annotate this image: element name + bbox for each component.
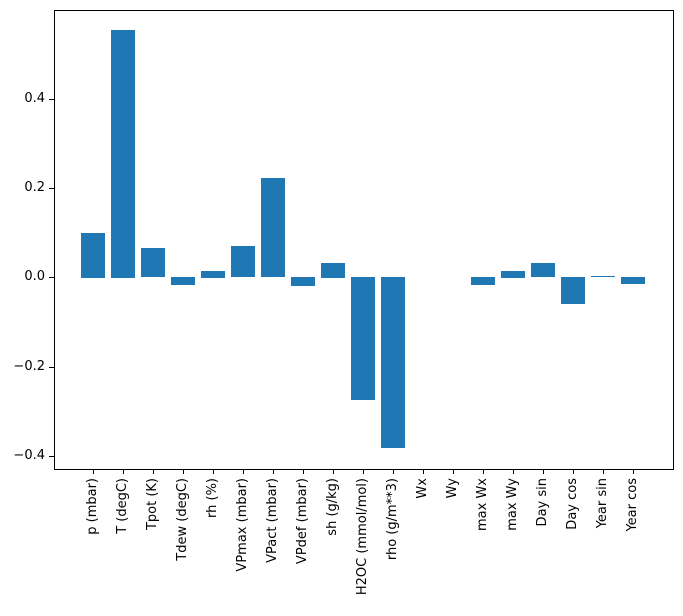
y-tick-label: 0.2: [24, 180, 45, 195]
x-tick-mark: [303, 469, 304, 474]
bar: [501, 271, 525, 278]
x-tick-mark: [573, 469, 574, 474]
x-tick-label: Tdew (degC): [175, 478, 190, 561]
x-tick-label: Wy: [445, 478, 460, 499]
bar: [321, 263, 345, 278]
bar: [111, 30, 135, 278]
x-tick-label: VPact (mbar): [265, 478, 280, 563]
x-tick-label: sh (g/kg): [325, 478, 340, 536]
x-tick-label: Tpot (K): [145, 478, 160, 531]
bar: [291, 277, 315, 286]
y-tick-mark: [49, 188, 54, 189]
x-tick-label: H2OC (mmol/mol): [355, 478, 370, 596]
x-tick-label: T (degC): [115, 478, 130, 534]
x-tick-mark: [273, 469, 274, 474]
plot-area: [54, 10, 674, 470]
x-tick-mark: [243, 469, 244, 474]
x-tick-mark: [93, 469, 94, 474]
x-tick-mark: [633, 469, 634, 474]
bar: [591, 276, 615, 277]
x-tick-mark: [513, 469, 514, 474]
x-tick-label: Year cos: [625, 478, 640, 532]
x-tick-mark: [183, 469, 184, 474]
bar: [621, 277, 645, 284]
y-tick-mark: [49, 99, 54, 100]
y-tick-mark: [49, 277, 54, 278]
x-tick-mark: [393, 469, 394, 474]
x-tick-label: Day cos: [565, 478, 580, 530]
x-tick-label: Day sin: [535, 478, 550, 527]
x-tick-label: VPdef (mbar): [295, 478, 310, 565]
bar: [201, 271, 225, 278]
bar: [561, 277, 585, 304]
x-tick-mark: [603, 469, 604, 474]
x-tick-mark: [423, 469, 424, 474]
x-tick-mark: [363, 469, 364, 474]
y-tick-label: 0.0: [24, 269, 45, 284]
x-tick-label: Wx: [415, 478, 430, 499]
bar: [381, 277, 405, 448]
bar: [261, 178, 285, 277]
y-tick-mark: [49, 367, 54, 368]
x-tick-mark: [333, 469, 334, 474]
y-tick-label: −0.2: [13, 359, 45, 374]
x-tick-mark: [453, 469, 454, 474]
x-tick-label: max Wx: [475, 478, 490, 532]
bar: [471, 277, 495, 285]
x-tick-mark: [543, 469, 544, 474]
x-tick-mark: [483, 469, 484, 474]
x-tick-label: VPmax (mbar): [235, 478, 250, 572]
x-tick-mark: [153, 469, 154, 474]
y-tick-label: −0.4: [13, 448, 45, 463]
x-tick-label: rh (%): [205, 478, 220, 518]
x-tick-mark: [123, 469, 124, 474]
bar: [231, 246, 255, 277]
x-tick-mark: [213, 469, 214, 474]
x-tick-label: Year sin: [595, 478, 610, 529]
bar: [531, 263, 555, 277]
y-tick-label: 0.4: [24, 91, 45, 106]
bar: [351, 277, 375, 400]
x-tick-label: p (mbar): [85, 478, 100, 535]
bar: [141, 248, 165, 277]
x-tick-label: rho (g/m**3): [385, 478, 400, 561]
bar: [171, 277, 195, 285]
bar: [81, 233, 105, 278]
y-tick-mark: [49, 456, 54, 457]
x-tick-label: max Wy: [505, 478, 520, 531]
